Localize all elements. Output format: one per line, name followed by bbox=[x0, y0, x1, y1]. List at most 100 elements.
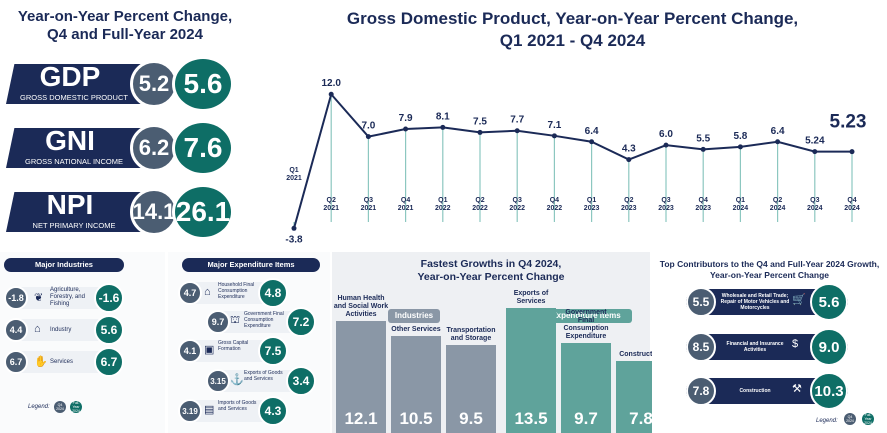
industry-bar bbox=[391, 335, 441, 433]
expenditure-bar-value: 13.5 bbox=[514, 409, 548, 428]
data-label: 6.4 bbox=[585, 126, 599, 137]
tick-label-quarter: Q3 bbox=[513, 197, 522, 204]
agri-label: Agriculture, Forestry, and Fishing bbox=[50, 287, 85, 307]
data-point bbox=[551, 133, 557, 139]
tick-label-quarter: Q2 bbox=[773, 197, 782, 204]
industries-group-label: Industries bbox=[388, 309, 440, 323]
gni-fy-value: 7.6 bbox=[172, 120, 234, 176]
government-q4-value: 9.7 bbox=[206, 310, 230, 334]
trade-q4-value: 5.5 bbox=[686, 287, 716, 317]
data-point bbox=[440, 124, 446, 130]
legend-q4: Q4 2024 bbox=[54, 401, 66, 413]
tick-label-year: 2021 bbox=[286, 175, 302, 182]
expenditure-group-label: Expenditure Items bbox=[540, 309, 632, 323]
agri-fy-value: -1.6 bbox=[94, 283, 124, 313]
gni-q4-value: 6.2 bbox=[130, 124, 178, 172]
expenditure-bar-value: 7.8 bbox=[629, 409, 653, 428]
gni-metric: GNI GROSS NATIONAL INCOME 6.2 7.6 bbox=[6, 120, 246, 176]
data-label: 7.7 bbox=[510, 115, 524, 126]
expenditure-bar bbox=[506, 307, 556, 433]
plant-icon: ❦ bbox=[34, 292, 44, 304]
data-point bbox=[737, 144, 743, 150]
imports-q4-value: 3.19 bbox=[178, 399, 202, 423]
house-icon: ⌂ bbox=[204, 286, 211, 298]
data-point bbox=[626, 157, 632, 163]
data-label: 7.0 bbox=[361, 121, 375, 132]
expenditure-bar bbox=[561, 342, 611, 433]
expenditure-bar-value: 9.7 bbox=[574, 409, 598, 428]
government-icon: ⛫ bbox=[230, 314, 241, 326]
tick-label-quarter: Q1 bbox=[736, 197, 745, 204]
tick-label-quarter: Q3 bbox=[810, 197, 819, 204]
tick-label-quarter: Q2 bbox=[475, 197, 484, 204]
industry-bar-value: 12.1 bbox=[344, 409, 378, 428]
tick-label-quarter: Q2 bbox=[327, 197, 336, 204]
finance-fy-value: 9.0 bbox=[810, 328, 848, 366]
expenditure-bar-category: Exports of Services bbox=[513, 289, 549, 305]
tick-label-quarter: Q4 bbox=[699, 197, 708, 204]
exports-label: Exports of Goods and Services bbox=[244, 370, 283, 382]
tc-legend-fy: Full-Year 2024 bbox=[862, 413, 874, 425]
tick-label-quarter: Q3 bbox=[364, 197, 373, 204]
industry-fy-value: 5.6 bbox=[94, 315, 124, 345]
data-label: -3.8 bbox=[285, 234, 303, 245]
construction-q4-value: 7.8 bbox=[686, 376, 716, 406]
tick-label-year: 2022 bbox=[547, 205, 563, 212]
tick-label-quarter: Q4 bbox=[401, 197, 410, 204]
tick-label-quarter: Q4 bbox=[847, 197, 856, 204]
tick-label-quarter: Q1 bbox=[289, 167, 298, 174]
tick-label-year: 2022 bbox=[509, 205, 525, 212]
household-label: Household Final Consumption Expenditure bbox=[218, 282, 255, 300]
tick-label-year: 2023 bbox=[584, 205, 600, 212]
cart-icon: 🛒 bbox=[792, 294, 806, 306]
data-label: 8.1 bbox=[436, 111, 450, 122]
industry-bar-category: Human Health and Social Work Activities bbox=[333, 294, 389, 318]
construction-fy-value: 10.3 bbox=[810, 372, 848, 410]
capital-label: Gross Capital Formation bbox=[218, 340, 249, 352]
tick-label-year: 2024 bbox=[733, 205, 749, 212]
data-label: 5.24 bbox=[805, 136, 825, 147]
npi-fy-value: 26.1 bbox=[172, 184, 234, 240]
government-label: Government Final Consumption Expenditure bbox=[244, 311, 284, 329]
household-q4-value: 4.7 bbox=[178, 281, 202, 305]
tick-label-year: 2024 bbox=[770, 205, 786, 212]
data-label: 7.1 bbox=[547, 120, 561, 131]
data-point bbox=[365, 134, 371, 140]
factory-icon: ⌂ bbox=[34, 323, 41, 335]
capital-q4-value: 4.1 bbox=[178, 339, 202, 363]
data-point bbox=[812, 149, 818, 155]
container-icon: ▤ bbox=[204, 404, 215, 416]
chart-title: Gross Domestic Product, Year-on-Year Per… bbox=[346, 9, 799, 50]
tick-label-quarter: Q1 bbox=[438, 197, 447, 204]
data-point bbox=[291, 225, 297, 231]
finance-q4-value: 8.5 bbox=[686, 332, 716, 362]
expenditure-bar-category: Government Final Consumption Expenditure bbox=[563, 308, 609, 340]
construction-icon: ⚒ bbox=[792, 383, 802, 395]
legend-fy: Full-Year 2024 bbox=[70, 401, 82, 413]
data-point bbox=[849, 149, 855, 155]
industries-panel bbox=[0, 252, 165, 433]
data-label: 7.5 bbox=[473, 116, 487, 127]
expenditure-header: Major Expenditure Items bbox=[182, 258, 320, 272]
tick-label-quarter: Q2 bbox=[624, 197, 633, 204]
tick-label-quarter: Q3 bbox=[661, 197, 670, 204]
npi-q4-value: 14.1 bbox=[130, 188, 178, 236]
fastest-growth-title: Fastest Growths in Q4 2024, Year-on-Year… bbox=[417, 258, 565, 283]
industry-bar-category: Other Services bbox=[391, 325, 441, 333]
ship-icon: ⚓ bbox=[230, 374, 244, 386]
finance-label: Financial and Insurance Activities bbox=[726, 341, 784, 353]
services-q4-value: 6.7 bbox=[4, 350, 28, 374]
data-label: 12.0 bbox=[321, 78, 341, 89]
npi-metric: NPI NET PRIMARY INCOME 14.1 26.1 bbox=[6, 184, 246, 240]
data-point bbox=[514, 128, 520, 134]
trade-fy-value: 5.6 bbox=[810, 283, 848, 321]
gdp-chart-panel bbox=[258, 0, 887, 250]
agri-q4-value: -1.8 bbox=[4, 286, 28, 310]
expenditure-bar-category: Construction bbox=[619, 350, 663, 358]
industry-q4-value: 4.4 bbox=[4, 318, 28, 342]
services-fy-value: 6.7 bbox=[94, 347, 124, 377]
tick-label-year: 2022 bbox=[435, 205, 451, 212]
data-point bbox=[775, 139, 781, 145]
top-contributors-title: Top Contributors to the Q4 and Full-Year… bbox=[659, 259, 880, 280]
data-point bbox=[403, 126, 409, 132]
